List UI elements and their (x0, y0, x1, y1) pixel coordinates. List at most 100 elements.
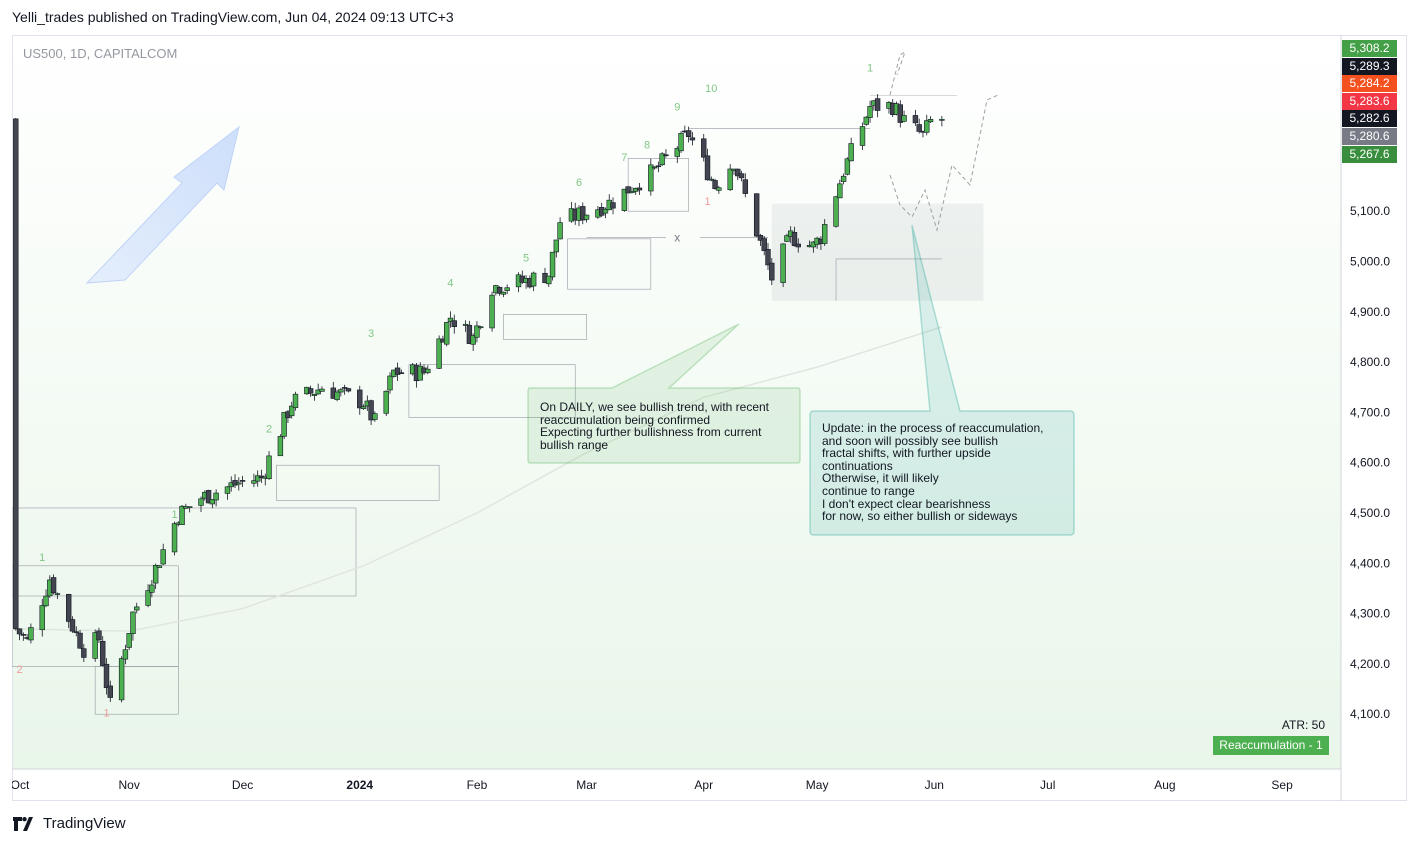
candle[interactable] (462, 320, 469, 332)
candle[interactable] (198, 496, 204, 512)
candle[interactable] (360, 404, 367, 410)
candle[interactable] (81, 643, 87, 663)
candle[interactable] (791, 226, 798, 247)
candle[interactable] (840, 173, 847, 185)
candle[interactable] (16, 628, 23, 641)
candle[interactable] (712, 178, 718, 190)
candle[interactable] (319, 386, 325, 392)
candle[interactable] (239, 475, 246, 487)
candle[interactable] (107, 680, 113, 702)
candle[interactable] (500, 291, 507, 298)
candle[interactable] (557, 217, 563, 240)
candle[interactable] (636, 182, 643, 195)
candle[interactable] (701, 133, 707, 162)
candle[interactable] (345, 387, 352, 393)
candle[interactable] (583, 214, 590, 223)
candle[interactable] (867, 100, 873, 123)
candle[interactable] (821, 219, 828, 247)
candle[interactable] (795, 238, 801, 253)
candle[interactable] (780, 243, 786, 288)
candle[interactable] (152, 563, 159, 589)
candle[interactable] (156, 565, 163, 568)
candle[interactable] (126, 633, 132, 650)
candle[interactable] (655, 161, 662, 173)
candle[interactable] (648, 158, 654, 196)
candle[interactable] (224, 485, 231, 500)
candle[interactable] (92, 629, 98, 662)
candle[interactable] (134, 602, 140, 614)
candle[interactable] (549, 251, 556, 281)
candle[interactable] (334, 389, 340, 402)
candle[interactable] (236, 477, 242, 491)
candle[interactable] (489, 291, 495, 332)
candle[interactable] (833, 195, 839, 228)
candle[interactable] (96, 627, 102, 644)
candle[interactable] (149, 579, 155, 598)
candle[interactable] (160, 543, 166, 566)
candle[interactable] (848, 137, 854, 162)
candle[interactable] (425, 365, 431, 375)
candle[interactable] (145, 584, 151, 608)
candle[interactable] (100, 636, 106, 667)
candle[interactable] (738, 170, 745, 182)
candle[interactable] (171, 521, 178, 556)
candle[interactable] (769, 257, 775, 286)
candle[interactable] (251, 473, 257, 488)
candle[interactable] (20, 632, 27, 641)
candle[interactable] (394, 362, 401, 382)
candle[interactable] (372, 411, 378, 422)
candle[interactable] (73, 626, 79, 637)
candle[interactable] (659, 152, 665, 166)
candle[interactable] (186, 506, 193, 513)
candle[interactable] (281, 412, 287, 440)
candle[interactable] (255, 470, 261, 487)
candle[interactable] (912, 109, 919, 126)
candle[interactable] (863, 115, 869, 126)
candle[interactable] (266, 451, 272, 480)
candle[interactable] (678, 131, 684, 154)
candle[interactable] (470, 333, 476, 351)
candle[interactable] (13, 118, 19, 631)
candle[interactable] (727, 164, 733, 191)
candle[interactable] (742, 173, 749, 198)
candle[interactable] (43, 589, 49, 608)
candle[interactable] (466, 320, 473, 345)
candle[interactable] (651, 166, 658, 170)
candle[interactable] (69, 616, 76, 633)
candle[interactable] (621, 188, 628, 212)
candle[interactable] (209, 499, 216, 509)
candle[interactable] (311, 393, 318, 401)
candle[interactable] (383, 390, 389, 417)
candle[interactable] (708, 176, 715, 182)
candle[interactable] (753, 193, 760, 238)
candle[interactable] (735, 168, 741, 181)
candle[interactable] (179, 505, 185, 525)
candle[interactable] (546, 275, 552, 287)
candle[interactable] (122, 644, 129, 665)
candle[interactable] (451, 314, 457, 334)
candle[interactable] (338, 388, 344, 397)
candle[interactable] (704, 148, 711, 181)
candle[interactable] (103, 658, 110, 695)
candle[interactable] (504, 284, 510, 295)
candle[interactable] (689, 132, 696, 146)
candle[interactable] (292, 391, 299, 411)
candle[interactable] (553, 239, 560, 258)
candle[interactable] (39, 598, 45, 637)
candle[interactable] (859, 122, 866, 150)
candle[interactable] (315, 383, 321, 395)
candle[interactable] (685, 126, 692, 143)
candle[interactable] (289, 401, 295, 419)
candle[interactable] (784, 233, 790, 242)
candle[interactable] (205, 489, 212, 504)
candle[interactable] (625, 186, 631, 194)
candle[interactable] (398, 369, 405, 374)
candle[interactable] (443, 321, 450, 347)
candle[interactable] (610, 197, 616, 215)
candle[interactable] (939, 116, 945, 127)
candle[interactable] (28, 623, 34, 644)
candle[interactable] (387, 372, 393, 394)
candle[interactable] (927, 116, 934, 124)
candle[interactable] (341, 384, 348, 395)
tradingview-logo[interactable]: TradingView (13, 815, 126, 832)
